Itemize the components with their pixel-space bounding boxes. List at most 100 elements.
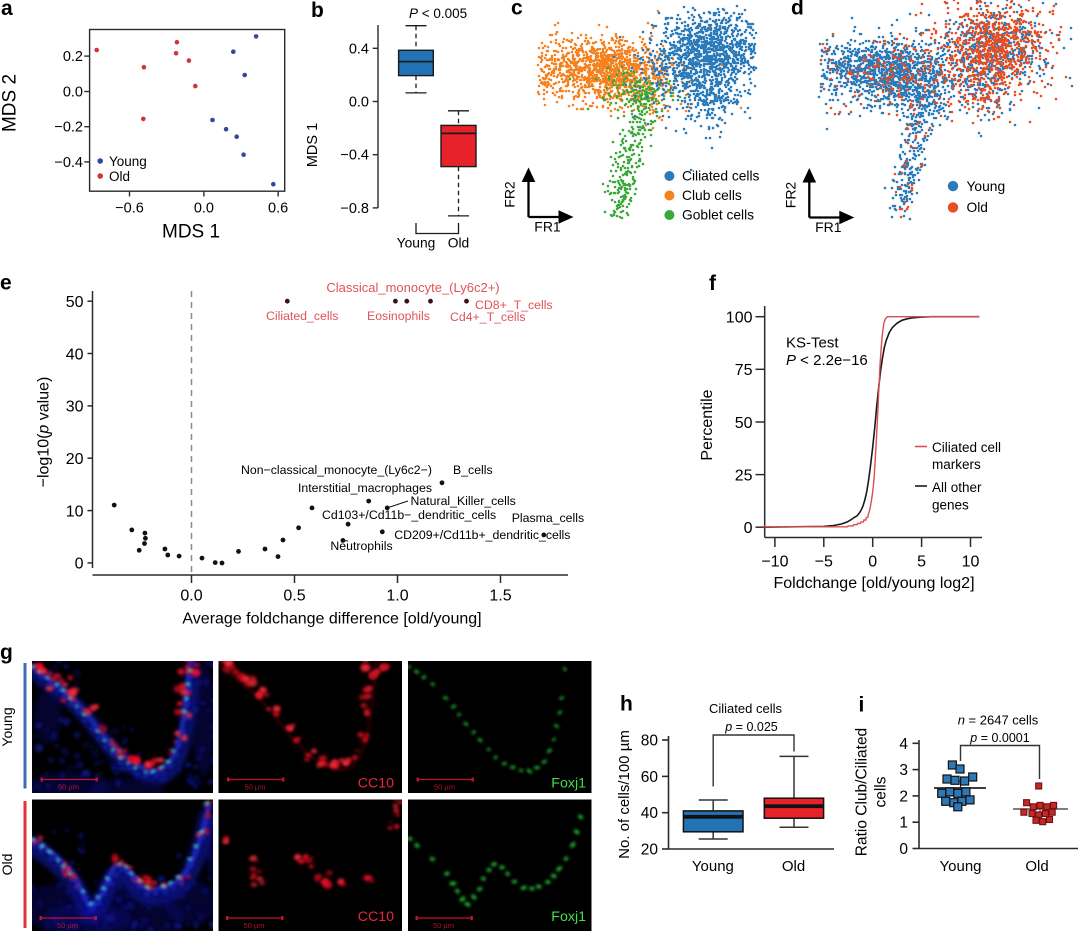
svg-text:−0.4: −0.4: [340, 148, 369, 164]
svg-text:CD8+_T_cells: CD8+_T_cells: [475, 298, 553, 312]
svg-text:50: 50: [735, 415, 753, 432]
svg-text:n = 2647 cells: n = 2647 cells: [958, 713, 1039, 728]
svg-text:20: 20: [641, 842, 659, 859]
svg-text:KS-Test: KS-Test: [786, 335, 839, 352]
svg-text:Non−classical_monocyte_(Ly6c2−: Non−classical_monocyte_(Ly6c2−): [241, 463, 432, 477]
svg-text:Foxj1: Foxj1: [551, 909, 586, 925]
svg-text:10: 10: [962, 554, 980, 571]
svg-text:Plasma_cells: Plasma_cells: [512, 511, 584, 525]
svg-text:Ciliated cells: Ciliated cells: [682, 169, 760, 184]
svg-text:20: 20: [66, 451, 84, 468]
svg-text:Foldchange [old/young log2]: Foldchange [old/young log2]: [773, 575, 974, 592]
svg-text:0.6: 0.6: [268, 201, 288, 217]
svg-text:50 µm: 50 µm: [57, 921, 78, 930]
svg-text:0.0: 0.0: [194, 201, 214, 217]
svg-text:50 µm: 50 µm: [244, 921, 265, 930]
svg-text:Goblet cells: Goblet cells: [682, 208, 754, 223]
svg-text:0: 0: [744, 520, 753, 537]
svg-text:Percentile: Percentile: [699, 389, 716, 460]
svg-text:80: 80: [641, 733, 659, 750]
svg-text:FR1: FR1: [534, 219, 561, 235]
svg-text:MDS 1: MDS 1: [305, 123, 321, 167]
svg-text:−0.2: −0.2: [54, 120, 83, 136]
svg-text:Foxj1: Foxj1: [551, 776, 586, 792]
svg-text:b: b: [311, 0, 324, 22]
svg-text:markers: markers: [932, 457, 981, 472]
svg-text:Classical_monocyte_(Ly6c2+): Classical_monocyte_(Ly6c2+): [326, 280, 499, 295]
svg-text:Old: Old: [1025, 858, 1048, 875]
svg-text:B_cells: B_cells: [453, 463, 493, 477]
svg-text:−0.6: −0.6: [115, 201, 144, 217]
svg-text:0.0: 0.0: [180, 588, 202, 605]
svg-text:g: g: [0, 641, 13, 664]
svg-text:Neutrophils: Neutrophils: [330, 539, 392, 553]
svg-text:CC10: CC10: [358, 776, 394, 792]
svg-text:Old: Old: [0, 854, 15, 876]
svg-text:Young: Young: [397, 236, 436, 251]
svg-text:−10: −10: [761, 554, 788, 571]
svg-text:50 µm: 50 µm: [245, 783, 266, 792]
svg-text:c: c: [511, 0, 523, 20]
svg-text:p = 0.0001: p = 0.0001: [969, 731, 1029, 745]
svg-text:CD209+/Cd11b+_dendritic_cells: CD209+/Cd11b+_dendritic_cells: [394, 528, 570, 542]
svg-text:−0.8: −0.8: [340, 201, 369, 217]
svg-text:cells: cells: [873, 776, 890, 807]
svg-text:50 µm: 50 µm: [433, 921, 454, 930]
svg-text:Young: Young: [692, 858, 734, 875]
svg-text:Cd4+_T_cells: Cd4+_T_cells: [450, 310, 526, 324]
svg-text:100: 100: [726, 310, 753, 327]
svg-text:MDS 1: MDS 1: [162, 222, 220, 243]
svg-text:Young: Young: [940, 858, 982, 875]
svg-text:Young: Young: [0, 707, 15, 746]
svg-text:Ciliated_cells: Ciliated_cells: [266, 309, 338, 323]
svg-text:FR1: FR1: [815, 219, 842, 235]
svg-text:p = 0.025: p = 0.025: [724, 720, 778, 734]
svg-text:Ratio Club/Ciliated: Ratio Club/Ciliated: [854, 728, 871, 856]
svg-text:Natural_Killer_cells: Natural_Killer_cells: [411, 494, 516, 508]
svg-text:0: 0: [75, 556, 84, 573]
svg-text:0.0: 0.0: [349, 95, 369, 111]
svg-text:3: 3: [899, 762, 908, 779]
svg-text:−5: −5: [815, 554, 833, 571]
svg-text:5: 5: [917, 554, 926, 571]
svg-text:60: 60: [641, 769, 659, 786]
svg-text:FR2: FR2: [782, 182, 798, 209]
svg-text:h: h: [620, 693, 633, 716]
svg-text:0.5: 0.5: [283, 588, 305, 605]
svg-text:50 µm: 50 µm: [434, 783, 455, 792]
svg-text:Club cells: Club cells: [682, 188, 742, 203]
svg-text:0.4: 0.4: [349, 41, 369, 57]
svg-text:Eosinophils: Eosinophils: [367, 309, 430, 323]
svg-text:f: f: [709, 272, 717, 295]
svg-text:Old: Old: [109, 169, 130, 184]
svg-text:1.5: 1.5: [489, 588, 511, 605]
svg-text:P < 0.005: P < 0.005: [409, 6, 467, 21]
svg-text:e: e: [0, 272, 12, 295]
svg-text:Interstitial_macrophages: Interstitial_macrophages: [298, 481, 432, 495]
svg-text:CC10: CC10: [358, 909, 394, 925]
svg-text:Ciliated cells: Ciliated cells: [709, 701, 782, 716]
svg-text:FR2: FR2: [502, 181, 518, 208]
svg-text:genes: genes: [932, 498, 969, 513]
svg-text:i: i: [859, 694, 865, 717]
svg-text:0.0: 0.0: [63, 85, 83, 101]
svg-text:75: 75: [735, 362, 753, 379]
svg-text:0.2: 0.2: [63, 49, 83, 65]
svg-text:No. of cells/100 µm: No. of cells/100 µm: [616, 730, 633, 859]
svg-text:40: 40: [66, 346, 84, 363]
svg-text:4: 4: [899, 736, 908, 753]
svg-text:Average foldchange difference: Average foldchange difference [old/young…: [182, 611, 481, 628]
svg-text:1: 1: [899, 815, 908, 832]
svg-text:a: a: [1, 0, 13, 20]
svg-text:MDS 2: MDS 2: [0, 74, 21, 132]
svg-text:Old: Old: [782, 858, 805, 875]
svg-text:50 µm: 50 µm: [58, 783, 79, 792]
svg-text:Ciliated cell: Ciliated cell: [932, 440, 1001, 455]
svg-text:Old: Old: [448, 236, 469, 251]
svg-text:30: 30: [66, 399, 84, 416]
svg-text:d: d: [791, 0, 804, 20]
svg-text:50: 50: [66, 294, 84, 311]
svg-text:Old: Old: [967, 200, 988, 215]
svg-text:Young: Young: [109, 154, 147, 169]
svg-text:10: 10: [66, 503, 84, 520]
